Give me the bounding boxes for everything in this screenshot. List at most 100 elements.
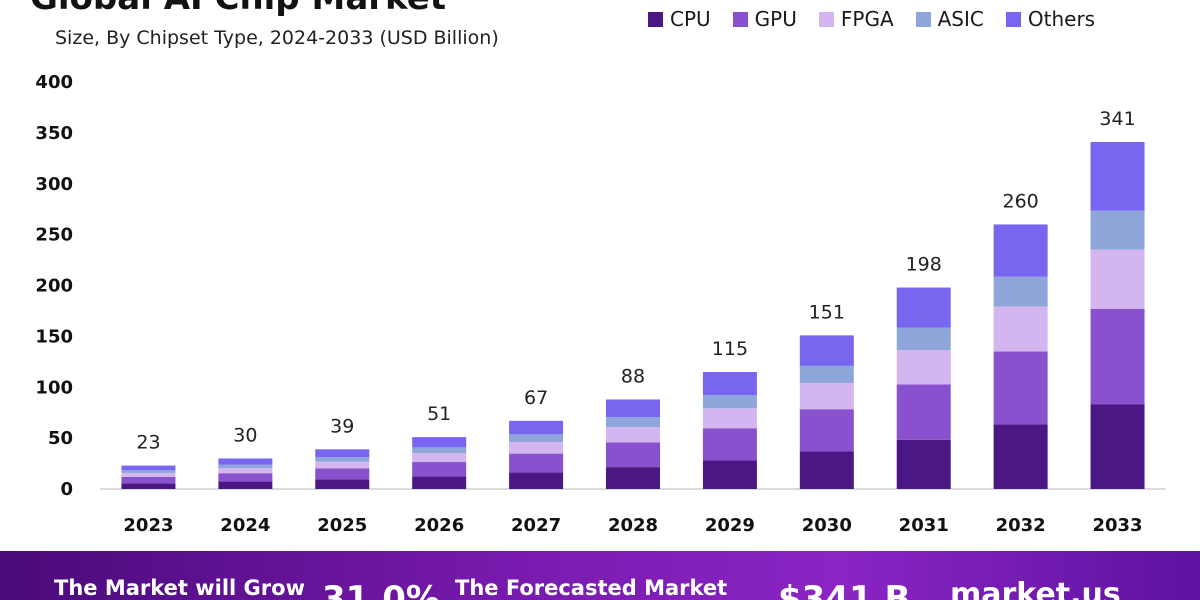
bar-segment-asic: [993, 276, 1048, 307]
bar-total-label: 115: [712, 338, 748, 360]
bar-segment-gpu: [315, 468, 370, 480]
legend-item-cpu: CPU: [648, 7, 711, 31]
bar-segment-asic: [1090, 210, 1145, 250]
bar-segment-others: [993, 224, 1048, 277]
bar-segment-cpu: [412, 476, 467, 489]
legend-item-others: Others: [1005, 7, 1096, 31]
chart-subtitle: Size, By Chipset Type, 2024-2033 (USD Bi…: [55, 27, 499, 49]
x-tick-label: 2025: [317, 515, 367, 536]
bar-segment-gpu: [993, 351, 1048, 425]
bar-segment-gpu: [702, 428, 757, 461]
bar-segment-cpu: [509, 472, 564, 489]
legend-label: Others: [1027, 7, 1096, 31]
bar-segment-fpga: [218, 468, 273, 474]
bar-segment-gpu: [509, 453, 564, 473]
bar-total-label: 23: [136, 432, 160, 454]
legend-swatch: [732, 11, 748, 27]
bar-segment-gpu: [799, 409, 854, 452]
bar-segment-others: [896, 287, 951, 328]
y-tick-label: 300: [35, 174, 73, 195]
bar-total-label: 260: [1003, 190, 1039, 212]
bar-segment-asic: [315, 457, 370, 462]
bar-segment-fpga: [702, 408, 757, 429]
x-tick-label: 2033: [1092, 515, 1142, 536]
bar-segment-cpu: [121, 483, 176, 489]
bar-total-label: 341: [1099, 108, 1135, 130]
legend-label: CPU: [670, 7, 711, 31]
bar-segment-asic: [702, 395, 757, 409]
legend-swatch: [648, 11, 663, 27]
x-tick-label: 2031: [899, 515, 949, 536]
x-tick-label: 2029: [705, 515, 755, 536]
bar-segment-cpu: [315, 479, 370, 489]
legend-label: GPU: [754, 7, 797, 31]
bar-total-label: 67: [524, 387, 548, 409]
bar-segment-others: [702, 371, 757, 396]
y-tick-label: 0: [60, 479, 73, 500]
bar-segment-others: [412, 437, 467, 448]
chart-title: Global AI Chip Market: [30, 0, 446, 18]
bar-segment-asic: [218, 464, 273, 469]
bar-segment-others: [509, 420, 564, 435]
bar-segment-fpga: [509, 441, 564, 454]
y-tick-label: 350: [35, 123, 73, 144]
legend-item-asic: ASIC: [915, 7, 984, 31]
bar-segment-gpu: [412, 462, 467, 477]
bar-segment-fpga: [315, 461, 370, 469]
x-tick-label: 2027: [511, 515, 561, 536]
bar-segment-others: [315, 449, 370, 458]
footer-banner: The Market will Grow 31.0% The Forecaste…: [0, 551, 1200, 600]
bar-total-label: 151: [809, 301, 845, 323]
stacked-bar-chart: 0 50 100 150 200 250 300 350 400 23 2023 30 2024 39 20…: [35, 72, 1166, 536]
bar-segment-fpga: [412, 453, 467, 463]
bar-segment-others: [606, 399, 660, 418]
legend-label: ASIC: [937, 7, 984, 31]
bar-segment-fpga: [1090, 249, 1145, 309]
legend-label: FPGA: [840, 7, 894, 31]
chart-legend: CPU GPU FPGA ASIC Others: [648, 7, 1117, 31]
bar-segment-asic: [509, 434, 564, 442]
bar-segment-cpu: [896, 439, 951, 489]
bar-segment-others: [218, 458, 273, 465]
bar-segment-asic: [896, 327, 951, 351]
bar-segment-cpu: [799, 451, 854, 489]
bar-total-label: 51: [427, 403, 451, 425]
banner-forecast-text: The Forecasted Market: [455, 576, 728, 600]
y-tick-label: 100: [35, 377, 73, 398]
y-tick-label: 250: [35, 225, 73, 246]
bar-segment-gpu: [218, 473, 273, 482]
legend-item-gpu: GPU: [732, 7, 797, 31]
bar-total-label: 39: [330, 415, 354, 437]
y-tick-label: 50: [48, 428, 73, 449]
bar-segment-gpu: [606, 442, 660, 468]
bar-segment-asic: [412, 447, 467, 454]
y-tick-label: 200: [35, 276, 73, 297]
bar-segment-asic: [121, 470, 176, 473]
legend-swatch: [915, 11, 931, 27]
y-tick-label: 150: [35, 326, 73, 347]
bar-total-label: 198: [906, 254, 942, 276]
y-tick-label: 400: [35, 72, 73, 93]
bar-total-label: 88: [621, 365, 645, 387]
bar-segment-fpga: [121, 472, 176, 477]
bar-segment-fpga: [606, 427, 660, 443]
x-tick-label: 2030: [802, 515, 852, 536]
bar-segment-gpu: [896, 384, 951, 440]
bar-segment-others: [799, 335, 854, 366]
bar-segment-others: [121, 465, 176, 471]
bar-segment-asic: [606, 417, 660, 428]
legend-swatch: [1005, 11, 1021, 27]
banner-grow-text: The Market will Grow: [54, 576, 305, 600]
bar-segment-asic: [799, 365, 854, 384]
banner-brand-logo: market.us: [950, 577, 1121, 600]
x-tick-label: 2032: [996, 515, 1046, 536]
bar-segment-fpga: [993, 306, 1048, 352]
x-tick-label: 2023: [123, 515, 173, 536]
x-tick-label: 2024: [220, 515, 270, 536]
bar-segment-gpu: [1090, 308, 1145, 405]
x-tick-label: 2028: [608, 515, 658, 536]
banner-cagr-value: 31.0%: [322, 579, 440, 600]
bar-segment-cpu: [993, 424, 1048, 489]
bar-segment-others: [1090, 142, 1145, 211]
bar-segment-gpu: [121, 476, 176, 484]
